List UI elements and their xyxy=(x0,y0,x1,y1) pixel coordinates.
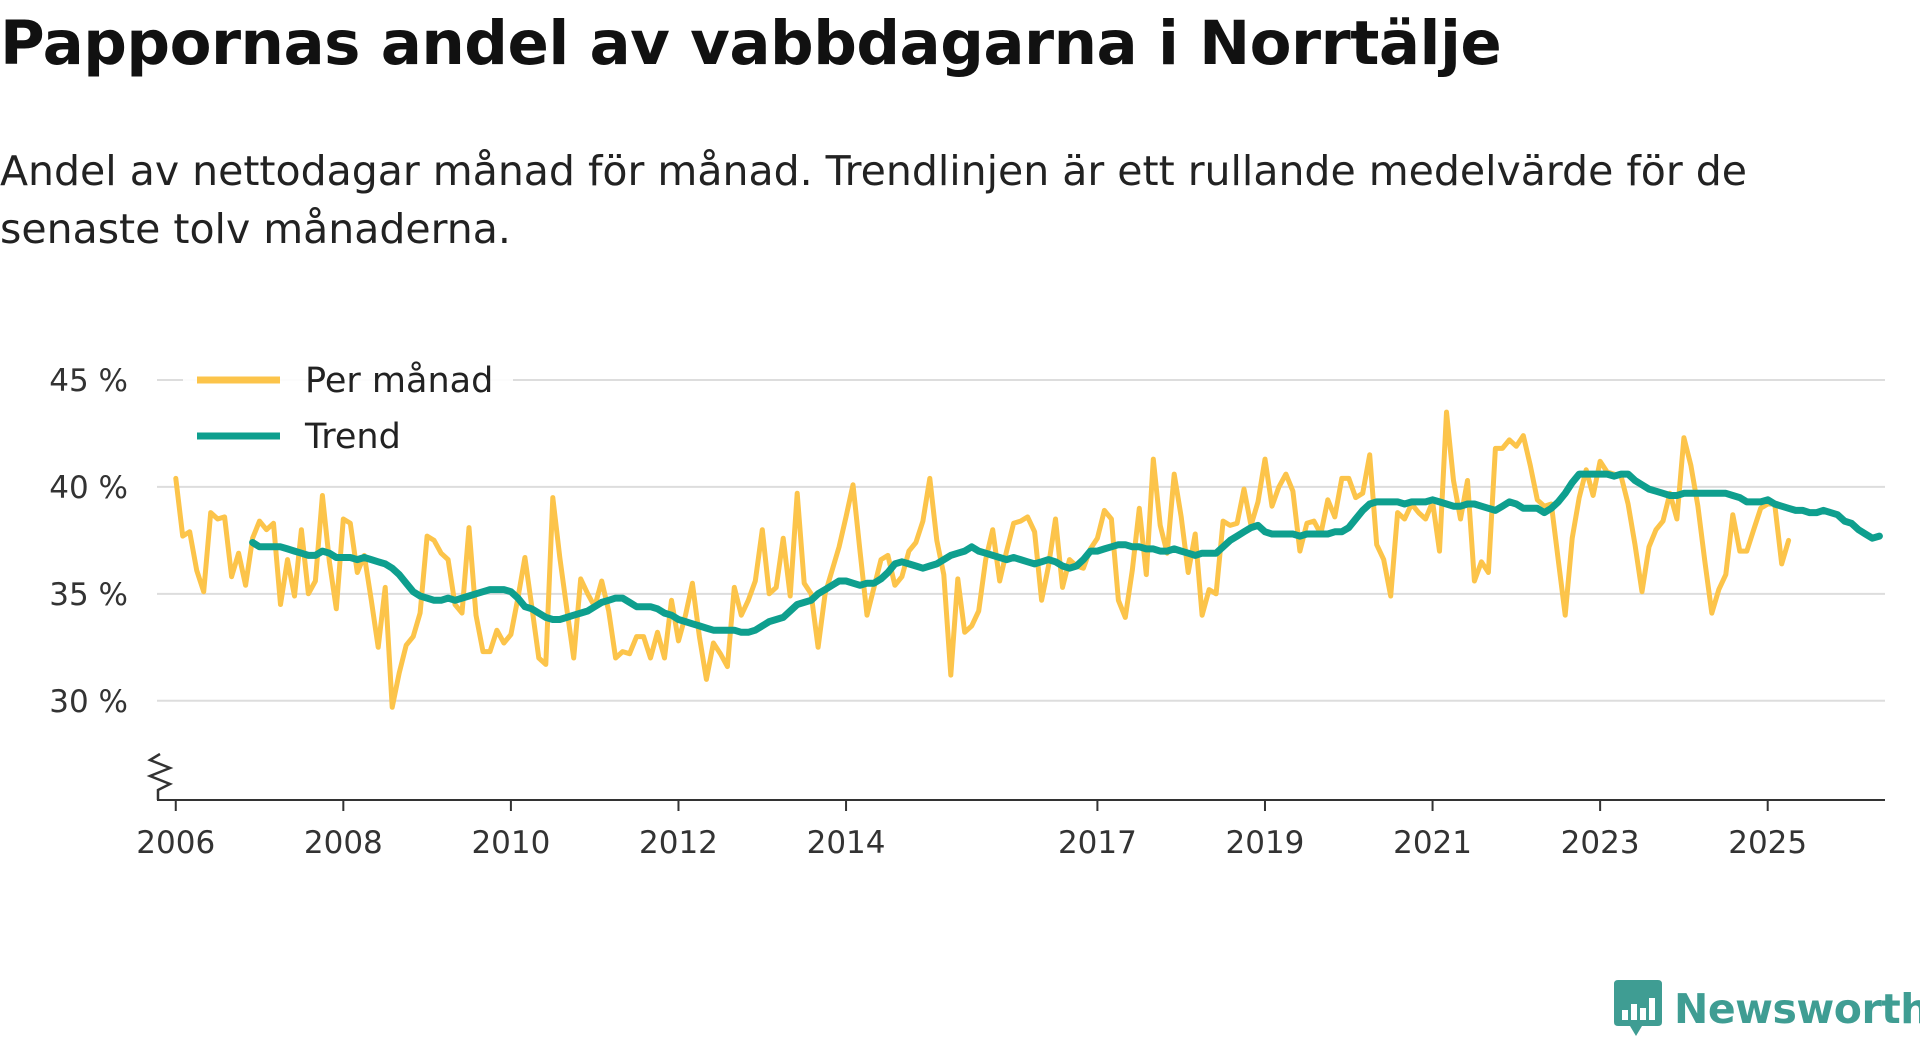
legend-label: Per månad xyxy=(305,360,493,401)
x-tick-label: 2021 xyxy=(1393,825,1472,861)
legend: Per månad Trend xyxy=(183,340,513,462)
y-axis-break-icon xyxy=(146,752,174,800)
legend-background xyxy=(183,340,513,462)
x-axis: 2006 2008 2010 2012 2014 2017 2019 2021 2023 2025 xyxy=(136,799,1885,861)
chart-subtitle: Andel av nettodagar månad för månad. Tre… xyxy=(0,147,1747,253)
y-axis: 30 % 35 % 40 % 45 % xyxy=(49,363,174,800)
x-tick-label: 2019 xyxy=(1226,825,1305,861)
y-tick-label: 45 % xyxy=(49,363,128,399)
x-tick-label: 2014 xyxy=(807,825,886,861)
trend-line xyxy=(249,470,1883,636)
x-tick-label: 2025 xyxy=(1728,825,1807,861)
y-tick-label: 40 % xyxy=(49,470,128,506)
monthly-line xyxy=(173,409,1792,710)
x-tick-label: 2023 xyxy=(1561,825,1640,861)
y-tick-label: 30 % xyxy=(49,684,128,720)
y-tick-label: 35 % xyxy=(49,577,128,613)
series-lines xyxy=(173,409,1883,710)
brand-logo: Newsworthy xyxy=(1612,978,1920,1040)
x-tick-label: 2006 xyxy=(136,825,215,861)
legend-label: Trend xyxy=(304,417,401,457)
line-chart: 30 % 35 % 40 % 45 % 2006 2008 2010 2012 2014 201… xyxy=(49,340,1885,861)
brand-name: Newsworthy xyxy=(1674,985,1920,1033)
x-tick-label: 2008 xyxy=(304,825,383,861)
newsworthy-logo-icon xyxy=(1614,980,1662,1036)
chart-title: Pappornas andel av vabbdagarna i Norrtäl… xyxy=(0,8,1502,79)
x-tick-label: 2010 xyxy=(471,825,550,861)
x-tick-label: 2017 xyxy=(1058,825,1137,861)
x-tick-label: 2012 xyxy=(639,825,718,861)
